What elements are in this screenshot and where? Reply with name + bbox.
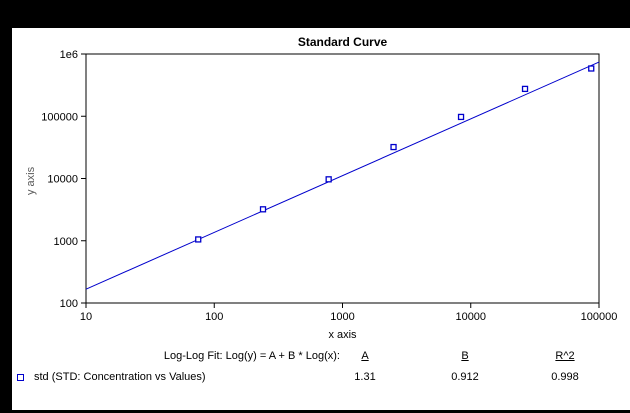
fit-col-r2-header: R^2 [555, 350, 575, 362]
data-point [457, 113, 465, 121]
fit-a-value: 1.31 [354, 371, 376, 383]
x-tick-label: 1000 [330, 311, 354, 323]
plot-area: 10 100 1000 10000 1000001e610000010000100010… [41, 49, 618, 323]
chart-panel: Standard Curve 10 100 1000 10000 100000 1e6 10… [12, 28, 630, 410]
fit-r2-value: 0.998 [551, 371, 579, 383]
data-point [521, 85, 529, 93]
x-axis-title: x axis [328, 329, 357, 341]
x-tick-label: 100 [205, 311, 223, 323]
x-tick-label: 10 [80, 311, 92, 323]
fit-b-value: 0.912 [451, 371, 479, 383]
y-tick-label: 10000 [47, 174, 78, 186]
fit-line [85, 61, 600, 290]
data-point [195, 236, 202, 243]
data-point [390, 143, 397, 151]
data-point [588, 65, 595, 72]
fit-col-a-header: A [361, 350, 369, 362]
y-tick-label: 100000 [41, 111, 78, 123]
y-axis-title: y axis [25, 166, 37, 195]
data-point [325, 176, 332, 183]
x-tick-label: 10000 [455, 311, 486, 323]
fit-col-b-header: B [461, 350, 469, 362]
series-marker-icon [17, 374, 24, 381]
series-legend-label: std (STD: Concentration vs Values) [34, 371, 206, 383]
data-point [259, 206, 267, 213]
y-tick-label: 1000 [54, 236, 78, 248]
y-tick-label: 1e6 [60, 49, 78, 61]
y-tick-label: 100 [60, 298, 78, 310]
fit-equation-label: Log-Log Fit: Log(y) = A + B * Log(x): [163, 350, 340, 362]
x-tick-label: 100000 [581, 311, 618, 323]
legend-row: std (STD: Concentration vs Values) [17, 371, 206, 383]
chart-title: Standard Curve [297, 35, 388, 49]
